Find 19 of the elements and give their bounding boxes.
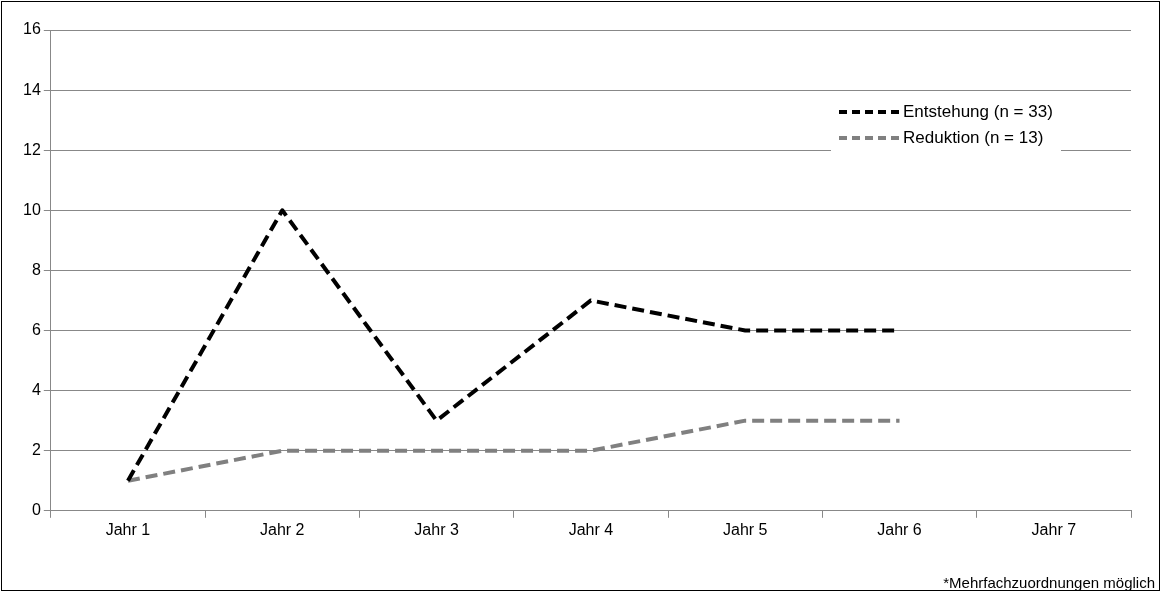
y-tick-label: 14: [23, 80, 41, 98]
y-tick-label: 2: [31, 441, 41, 459]
x-tick-label: Jahr 1: [105, 520, 151, 538]
y-tick-label: 6: [31, 320, 41, 338]
x-tick-label: Jahr 3: [414, 520, 459, 538]
x-tick-label: Jahr 4: [568, 520, 614, 538]
y-tick-label: 0: [31, 501, 41, 519]
y-tick-label: 4: [31, 381, 41, 399]
x-tick-label: Jahr 6: [877, 520, 922, 538]
y-tick-label: 8: [31, 260, 41, 278]
legend-label: Entstehung (n = 33): [903, 102, 1053, 122]
x-tick-label: Jahr 7: [1031, 520, 1077, 538]
y-tick-label: 12: [23, 140, 41, 158]
legend-label: Reduktion (n = 13): [903, 128, 1044, 148]
y-tick-label: 10: [23, 200, 41, 218]
x-tick-label: Jahr 5: [722, 520, 768, 538]
text: *Mehrfachzuordnungen möglich: [943, 574, 1155, 591]
x-tick-label: Jahr 2: [260, 520, 305, 538]
y-tick-label: 16: [23, 20, 41, 38]
